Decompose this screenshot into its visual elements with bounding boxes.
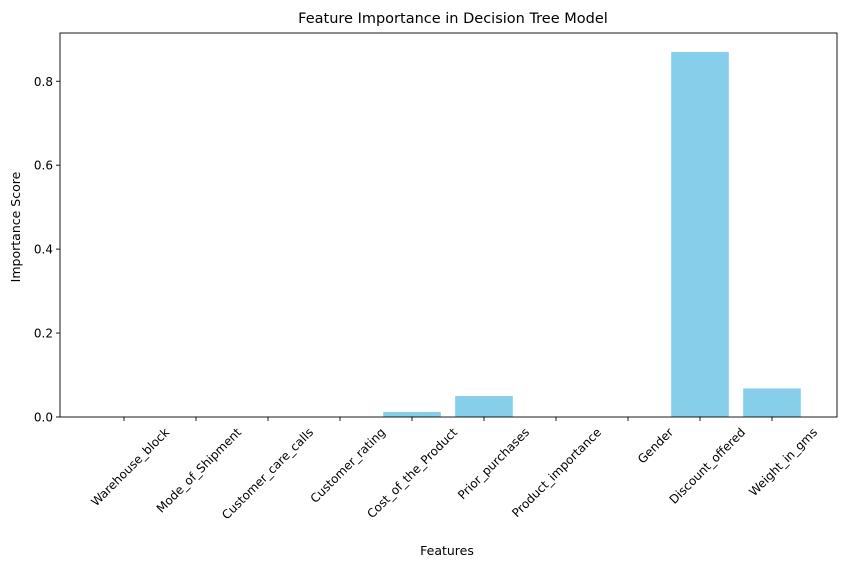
x-tick-label: Discount_offered <box>667 425 749 507</box>
y-tick-label: 0.4 <box>34 243 53 257</box>
bar-prior-purchases <box>455 396 513 417</box>
x-tick-label: Warehouse_block <box>88 425 172 509</box>
x-tick-label: Customer_rating <box>308 425 388 505</box>
bar-cost-of-the-product <box>383 411 441 417</box>
bar-weight-in-gms <box>743 388 801 417</box>
x-tick-label: Gender <box>635 425 676 466</box>
y-axis-label: Importance Score <box>8 171 23 282</box>
plot-area: 0.00.20.40.60.8Warehouse_blockMode_of_Sh… <box>34 32 838 522</box>
y-tick-label: 0.0 <box>34 411 53 425</box>
x-tick-label: Prior_purchases <box>455 425 532 502</box>
axes-frame <box>59 32 838 418</box>
bar-discount-offered <box>671 51 729 417</box>
x-tick-label: Weight_in_gms <box>746 425 820 499</box>
y-tick-label: 0.2 <box>34 327 53 341</box>
y-tick-label: 0.8 <box>34 75 53 89</box>
chart-title: Feature Importance in Decision Tree Mode… <box>298 11 608 27</box>
y-tick-label: 0.6 <box>34 159 53 173</box>
x-axis-label: Features <box>420 543 474 558</box>
